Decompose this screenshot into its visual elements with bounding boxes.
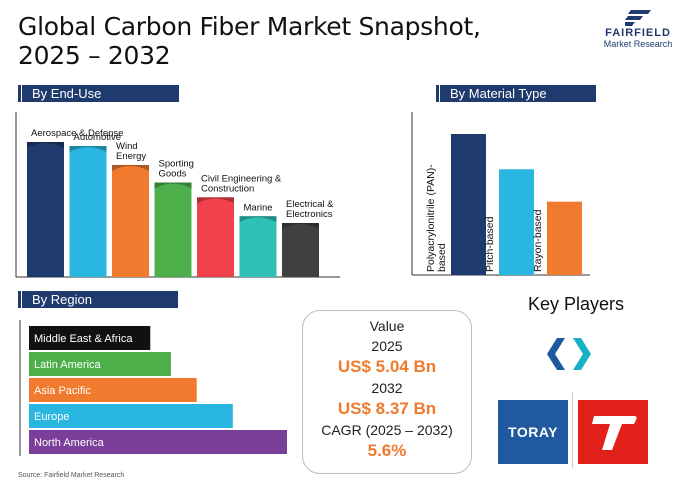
market-value-box: Value 2025 US$ 5.04 Bn 2032 US$ 8.37 Bn … — [302, 310, 472, 474]
region-bar-label: Middle East & Africa — [34, 333, 133, 345]
end-use-bar-label: Wind Energy — [116, 141, 146, 162]
end-use-bar — [239, 216, 277, 277]
region-bar-label: North America — [34, 437, 105, 449]
page-title: Global Carbon Fiber Market Snapshot, 202… — [18, 12, 538, 70]
region-bar — [29, 404, 233, 428]
material-bar — [547, 201, 582, 275]
region-bar-label: Europe — [34, 411, 69, 423]
end-use-bar-label: Civil Engineering & Construction — [201, 173, 282, 194]
section-region: By Region — [18, 291, 178, 308]
key-players-title: Key Players — [527, 294, 625, 314]
value-year-2025: 2025 — [371, 338, 403, 354]
cagr-value: 5.6% — [367, 441, 407, 460]
logo-brand: FAIRFIELD — [605, 27, 671, 39]
value-label: Value — [369, 318, 405, 334]
end-use-bar-cap — [239, 216, 277, 223]
fairfield-logo: FAIRFIELD Market Research — [590, 10, 686, 58]
material-bar-label: based — [436, 243, 448, 272]
end-use-bar-cap — [112, 164, 149, 171]
end-use-bar — [197, 197, 234, 277]
source-note: Source: Fairfield Market Research — [18, 472, 125, 479]
end-use-bar-label: Sporting Goods — [159, 159, 194, 180]
section-end-use: By End-Use — [18, 85, 179, 102]
region-bar — [29, 352, 171, 376]
region-bar-label: Asia Pacific — [34, 385, 91, 397]
teijin-logo-icon — [592, 416, 637, 450]
title-line-1: Global Carbon Fiber Market Snapshot, — [18, 12, 481, 41]
end-use-bar-cap — [154, 182, 192, 189]
end-use-bar — [27, 142, 64, 277]
region-chart: Middle East & Africa Latin America Asia Pa… — [19, 320, 287, 456]
value-amount-2032: US$ 8.37 Bn — [337, 399, 437, 418]
region-bar — [29, 378, 197, 402]
end-use-bar-label: Aerospace & Defense — [31, 128, 123, 139]
end-use-bar-label: Marine — [244, 202, 273, 213]
end-use-bar-cap — [69, 146, 107, 153]
end-use-bar — [69, 146, 107, 277]
toray-logo: TORAY — [498, 400, 568, 464]
material-type-chart: Polyacrylonitrile (PAN)- based Pitch-based… — [411, 112, 590, 276]
value-year-2032: 2032 — [371, 380, 403, 396]
material-bar-label: Polyacrylonitrile (PAN)- — [425, 164, 437, 272]
material-bar — [499, 169, 534, 275]
value-amount-2025: US$ 5.04 Bn — [337, 357, 437, 376]
end-use-bar-cap — [197, 197, 234, 204]
key-players-divider — [572, 392, 573, 468]
end-use-bar-label: Automotive — [74, 132, 122, 143]
fairfield-f-icon — [625, 10, 651, 26]
title-line-2: 2025 – 2032 — [18, 41, 171, 70]
end-use-bar-cap — [27, 142, 64, 148]
logo-sub: Market Research — [603, 39, 673, 49]
chevron-logo-icon — [547, 338, 591, 370]
material-bar-label: Pitch-based — [484, 216, 496, 272]
region-bar — [29, 430, 287, 454]
region-bar — [29, 326, 151, 350]
material-bar-label: Rayon-based — [532, 209, 544, 272]
material-bar — [451, 134, 486, 275]
cagr-label: CAGR (2025 – 2032) — [321, 422, 453, 438]
end-use-bar — [154, 182, 192, 277]
end-use-bar — [282, 223, 319, 277]
end-use-bar-label: Electrical & Electronics — [286, 199, 334, 220]
end-use-bar — [112, 164, 149, 277]
teijin-logo — [578, 400, 648, 464]
end-use-bar-cap — [282, 223, 319, 229]
region-bar-label: Latin America — [34, 359, 102, 371]
toray-logo-text: TORAY — [508, 424, 558, 440]
section-material-type: By Material Type — [436, 85, 596, 102]
